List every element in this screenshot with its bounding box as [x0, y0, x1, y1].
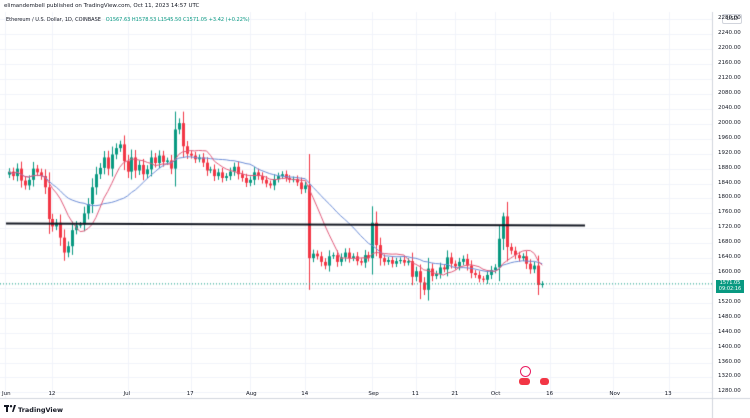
- price-axis-label: 1760.00: [718, 209, 741, 216]
- time-axis-label: 13: [664, 391, 672, 397]
- price-axis-label: 2080.00: [718, 90, 741, 97]
- footer-brand: TradingView: [4, 405, 63, 414]
- last-price-value: 1571.05: [719, 279, 741, 286]
- time-axis-label: 12: [48, 391, 56, 397]
- price-axis-label: 1440.00: [718, 328, 741, 335]
- price-axis-label: 2280.00: [718, 15, 741, 22]
- price-axis-label: 1920.00: [718, 149, 741, 156]
- price-axis-label: 1720.00: [718, 224, 741, 231]
- price-axis-label: 1800.00: [718, 194, 741, 201]
- price-axis-label: 1840.00: [718, 179, 741, 186]
- time-axis-label: 16: [546, 391, 554, 397]
- price-axis-label: 2160.00: [718, 60, 741, 67]
- ohlc-values: O1567.63 H1578.53 L1545.50 C1571.05 +3.4…: [105, 17, 250, 23]
- price-axis-label: 2240.00: [718, 30, 741, 37]
- time-axis-label: Jun: [2, 391, 11, 397]
- time-axis-label: 21: [451, 391, 459, 397]
- us-flag-icon[interactable]: [540, 378, 550, 385]
- price-axis-label: 1400.00: [718, 343, 741, 350]
- price-axis-label: 1360.00: [718, 358, 741, 365]
- time-axis-label: Oct: [490, 391, 501, 397]
- price-axis-label: 1880.00: [718, 164, 741, 171]
- time-axis-label: Aug: [245, 391, 257, 397]
- currency-badge[interactable]: USD: [722, 14, 742, 24]
- last-price-tag: 1571.05 09:02:16: [716, 279, 744, 293]
- time-axis-label: 14: [301, 391, 309, 397]
- publisher-line: elimandembell published on TradingView.c…: [4, 3, 200, 9]
- price-axis-label: 1600.00: [718, 269, 741, 276]
- price-axis-label: 2000.00: [718, 119, 741, 126]
- time-axis-label: 17: [186, 391, 194, 397]
- price-axis-label: 2120.00: [718, 75, 741, 82]
- time-axis-label: 11: [411, 391, 419, 397]
- price-axis-label: 1960.00: [718, 134, 741, 141]
- time-axis-label: Jul: [123, 391, 131, 397]
- tradingview-logo-icon: [4, 405, 16, 414]
- symbol-legend: Ethereum / U.S. Dollar, 1D, COINBASE O15…: [6, 17, 250, 23]
- price-axis-label: 1480.00: [718, 313, 741, 320]
- event-flag-icon[interactable]: [519, 366, 531, 377]
- price-axis-label: 1280.00: [718, 388, 741, 395]
- price-axis-label: 1680.00: [718, 239, 741, 246]
- bar-countdown: 09:02:16: [718, 286, 742, 293]
- footer-brand-text: TradingView: [18, 405, 64, 414]
- price-axis-label: 2040.00: [718, 104, 741, 111]
- symbol-title: Ethereum / U.S. Dollar, 1D, COINBASE: [6, 17, 101, 23]
- time-axis-label: Sep: [368, 391, 379, 397]
- time-axis-label: Nov: [609, 391, 621, 397]
- price-axis-label: 1640.00: [718, 254, 741, 261]
- us-flag-icon[interactable]: [518, 378, 530, 385]
- price-axis-label: 1320.00: [718, 373, 741, 380]
- price-axis-label: 2200.00: [718, 45, 741, 52]
- price-axis-label: 1520.00: [718, 298, 741, 305]
